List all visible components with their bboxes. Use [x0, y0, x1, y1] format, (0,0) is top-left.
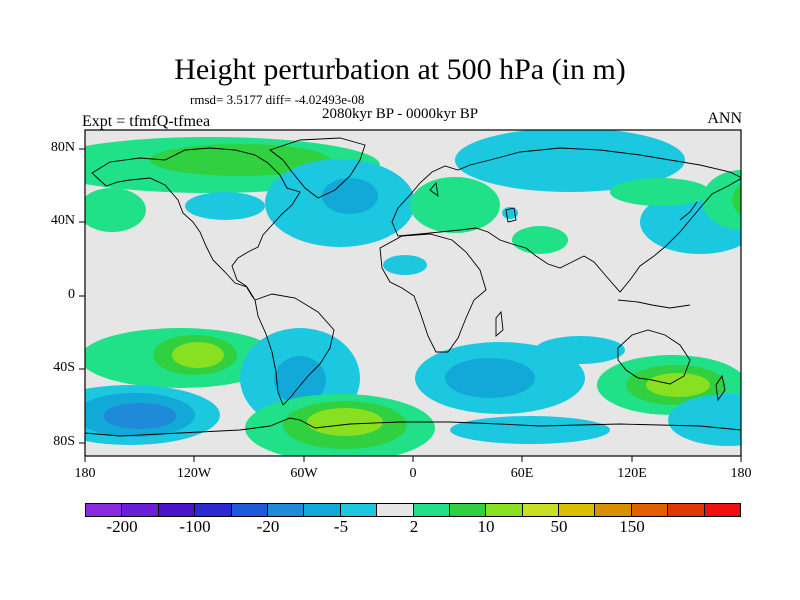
colorbar-swatch-11 [486, 504, 523, 516]
coast-caspian [505, 207, 517, 223]
lon-label-180-east: 180 [730, 466, 752, 481]
region-greenland-positive-core [150, 144, 330, 176]
colorbar-swatch-6 [304, 504, 341, 516]
colorbar-swatch-7 [340, 504, 378, 516]
axis-ticks [79, 148, 742, 462]
colorbar-label-minus-5: -5 [333, 517, 349, 536]
lat-label-equator: 0 [68, 287, 75, 302]
colorbar-swatch-15 [631, 504, 669, 516]
colorbar-swatch-12 [522, 504, 560, 516]
colorbar-swatch-13 [559, 504, 596, 516]
coast-indonesia [617, 299, 691, 309]
period-label: 2080kyr BP - 0000kyr BP [322, 106, 479, 122]
coast-new-zealand [715, 374, 726, 402]
lon-label-60w: 60W [290, 466, 318, 481]
colorbar-label-minus-200: -200 [106, 517, 138, 536]
lat-label-40s: 40S [53, 360, 75, 375]
region-samerica-negative-core [274, 356, 326, 404]
colorbar-swatch-14 [595, 504, 632, 516]
region-siberia-negative [455, 130, 685, 192]
colorbar-swatch-2 [158, 504, 196, 516]
anomaly-field [85, 130, 741, 456]
region-europe-positive [410, 177, 500, 233]
lon-label-120w: 120W [176, 466, 212, 481]
lat-label-80s: 80S [53, 434, 75, 449]
region-antarctic-negative [450, 416, 610, 444]
coast-uk [429, 181, 439, 198]
region-sw-pacific-negative-core [104, 403, 176, 429]
season-label: ANN [707, 110, 742, 127]
experiment-label: Expt = tfmfQ-tfmea [82, 113, 211, 130]
region-indian-east-negative [535, 336, 625, 364]
coast-japan [679, 201, 698, 221]
region-austral-positive-core [646, 373, 710, 397]
colorbar-swatch-9 [413, 504, 450, 516]
region-dateline-positive-core [732, 184, 741, 216]
colorbar-label-50: 50 [550, 517, 568, 536]
coast-south-america [254, 293, 335, 406]
colorbar-label-2: 2 [409, 517, 419, 536]
colorbar-label-150: 150 [619, 517, 645, 536]
region-se-pacific-negative [668, 394, 741, 446]
colorbar-swatch-5 [267, 504, 305, 516]
region-natlantic-negative-core [322, 178, 378, 214]
region-satlantic-positive-core [307, 408, 383, 436]
colorbar-swatch-8 [377, 504, 414, 516]
region-ncanada-negative [185, 192, 265, 220]
lon-label-0: 0 [409, 466, 417, 481]
coast-africa [379, 233, 487, 353]
colorbar-label-minus-100: -100 [179, 517, 211, 536]
colorbar-swatch-1 [122, 504, 159, 516]
colorbar-swatch-16 [668, 504, 705, 516]
coastlines [85, 137, 741, 437]
region-indian-negative-core [445, 358, 535, 398]
coast-eurasia [391, 147, 741, 293]
region-sahara-negative [383, 255, 427, 275]
map-title: Height perturbation at 500 hPa (in m) [174, 53, 626, 86]
lat-label-80n: 80N [50, 140, 75, 155]
lon-label-180-west: 180 [74, 466, 96, 481]
colorbar-swatch-17 [704, 504, 741, 516]
region-arabia-positive [512, 226, 568, 254]
colorbar-swatch-4 [231, 504, 268, 516]
region-asia-band-positive [610, 178, 710, 206]
region-dateline-positive [702, 170, 741, 230]
coast-greenland [269, 137, 366, 199]
coast-madagascar [495, 310, 504, 337]
coast-australia [617, 329, 691, 385]
region-spacific-positive-core [172, 342, 224, 368]
lat-label-40n: 40N [50, 213, 75, 228]
region-npacific-positive [85, 188, 146, 232]
coast-antarctica [85, 417, 741, 437]
statistics-text: rmsd= 3.5177 diff= -4.02493e-08 [190, 92, 365, 107]
lon-label-60e: 60E [510, 466, 534, 481]
colorbar-swatch-10 [449, 504, 487, 516]
colorbar-swatch-3 [195, 504, 232, 516]
colorbar [85, 503, 741, 517]
colorbar-label-minus-20: -20 [256, 517, 280, 536]
coast-north-america [91, 147, 301, 301]
colorbar-label-10: 10 [477, 517, 495, 536]
colorbar-swatch-0 [86, 504, 123, 516]
lon-label-120e: 120E [617, 466, 647, 481]
